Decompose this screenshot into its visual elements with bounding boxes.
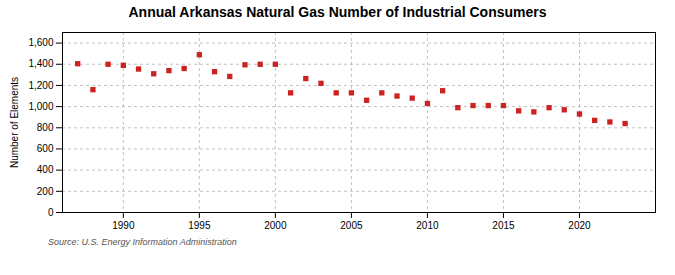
svg-text:1,400: 1,400: [28, 58, 53, 69]
svg-text:0: 0: [48, 207, 54, 218]
svg-text:2000: 2000: [264, 220, 287, 231]
svg-text:400: 400: [37, 164, 54, 175]
html-text:Annual Arkansas Natural Gas Nu: Annual Arkansas Natural Gas Number of In…: [128, 4, 547, 20]
svg-text:1995: 1995: [188, 220, 211, 231]
svg-text:200: 200: [37, 186, 54, 197]
svg-text:2010: 2010: [416, 220, 439, 231]
svg-text:600: 600: [37, 143, 54, 154]
svg-text:Number of Elements: Number of Elements: [9, 77, 20, 168]
svg-text:1,200: 1,200: [28, 80, 53, 91]
svg-text:800: 800: [37, 122, 54, 133]
svg-text:2020: 2020: [568, 220, 591, 231]
svg-text:1990: 1990: [112, 220, 135, 231]
svg-text:2015: 2015: [492, 220, 515, 231]
svg-text:1,000: 1,000: [28, 101, 53, 112]
svg-text:2005: 2005: [340, 220, 363, 231]
svg-text:1,600: 1,600: [28, 37, 53, 48]
html-text:Source: U.S. Energy Informatio: Source: U.S. Energy Information Administ…: [48, 237, 237, 247]
